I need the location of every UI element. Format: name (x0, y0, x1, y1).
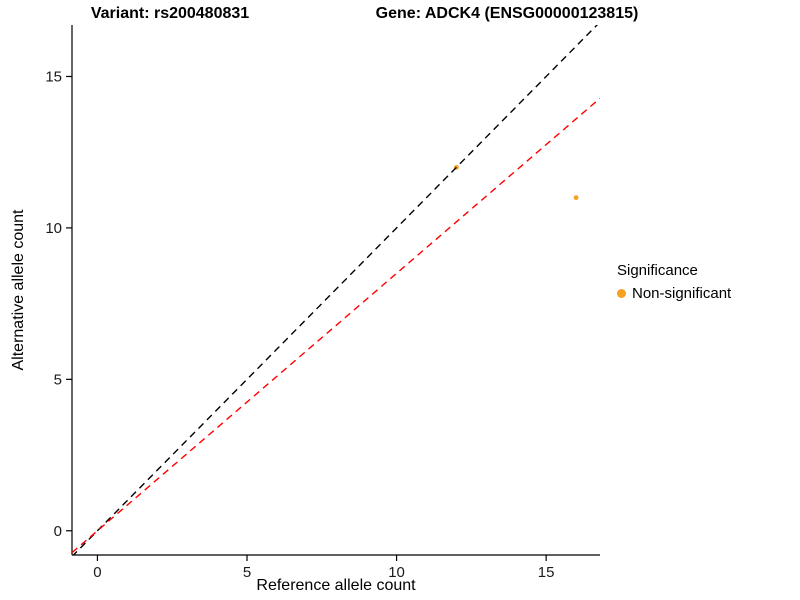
y-tick-label: 0 (54, 523, 62, 540)
legend-item: Non-significant (617, 285, 731, 302)
y-tick-label: 15 (45, 68, 62, 85)
legend-title: Significance (617, 262, 698, 279)
legend-dot-icon (617, 289, 626, 298)
plot-title-variant: Variant: rs200480831 (90, 5, 250, 22)
x-tick-label: 0 (93, 564, 101, 581)
x-axis-title: Reference allele count (256, 577, 416, 594)
x-tick-label: 5 (243, 564, 251, 581)
identity-line (72, 25, 598, 555)
x-tick-label: 15 (538, 564, 555, 581)
y-axis-title: Alternative allele count (10, 209, 27, 371)
legend-item-label: Non-significant (632, 285, 732, 302)
legend-items: Non-significant (617, 285, 731, 302)
y-tick-label: 10 (45, 220, 62, 237)
data-point (573, 195, 579, 201)
ratio-line (72, 97, 600, 554)
x-tick-label: 10 (388, 564, 405, 581)
plot-title-gene: Gene: ADCK4 (ENSG00000123815) (375, 5, 639, 22)
y-tick-label: 5 (54, 371, 62, 388)
legend: Significance Non-significant (617, 262, 731, 302)
